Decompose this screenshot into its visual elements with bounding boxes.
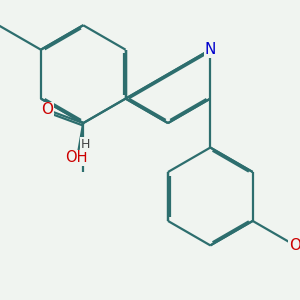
- Text: O: O: [41, 102, 53, 117]
- Text: H: H: [81, 138, 90, 151]
- Text: OH: OH: [65, 150, 88, 165]
- Text: O: O: [289, 238, 300, 253]
- Text: N: N: [205, 42, 216, 57]
